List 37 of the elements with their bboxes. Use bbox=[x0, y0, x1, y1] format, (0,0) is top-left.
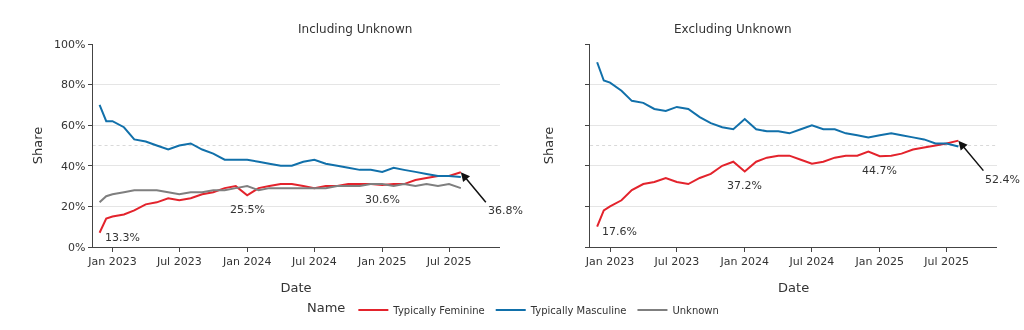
annotation: 44.7% bbox=[862, 164, 897, 177]
x-tick-label: Jan 2025 bbox=[357, 255, 407, 269]
annotation: 30.6% bbox=[365, 193, 400, 206]
x-tick-label: Jan 2023 bbox=[584, 255, 635, 269]
line-series bbox=[98, 183, 462, 204]
x-tick-label: Jul 2025 bbox=[425, 255, 472, 269]
legend-label: Typically Feminine bbox=[392, 304, 485, 316]
x-tick-label: Jan 2024 bbox=[719, 255, 769, 269]
x-tick-label: Jul 2024 bbox=[788, 255, 835, 269]
y-axis-title: Share bbox=[29, 126, 45, 165]
x-tick-label: Jan 2025 bbox=[854, 255, 905, 269]
x-tick-label: Jul 2024 bbox=[290, 255, 337, 269]
y-tick-label: 20% bbox=[60, 200, 86, 214]
annotation: 25.5% bbox=[230, 203, 265, 216]
x-tick-label: Jan 2024 bbox=[221, 255, 272, 269]
legend-label: Unknown bbox=[672, 304, 719, 316]
annotation: 17.6% bbox=[602, 225, 637, 238]
x-tick-label: Jul 2023 bbox=[653, 255, 700, 269]
annotation: 36.8% bbox=[488, 204, 523, 217]
y-tick-label: 80% bbox=[60, 78, 86, 92]
chart-title: Excluding Unknown bbox=[674, 22, 792, 36]
x-tick-label: Jul 2025 bbox=[923, 255, 969, 269]
legend-title: Name bbox=[307, 300, 346, 316]
y-axis-title: Share bbox=[541, 126, 557, 165]
y-tick-label: 100% bbox=[53, 37, 86, 51]
annotation: 37.2% bbox=[727, 179, 762, 192]
x-axis-title: Date bbox=[280, 279, 312, 295]
legend-label: Typically Masculine bbox=[529, 304, 627, 316]
x-tick-label: Jan 2023 bbox=[87, 255, 137, 269]
y-tick-label: 40% bbox=[60, 159, 86, 173]
x-axis-title: Date bbox=[778, 279, 810, 295]
annotation: 13.3% bbox=[105, 231, 140, 244]
y-tick-label: 60% bbox=[60, 119, 86, 133]
chart-title: Including Unknown bbox=[298, 22, 413, 36]
y-tick-label: 0% bbox=[67, 240, 86, 254]
annotation: 52.4% bbox=[985, 173, 1020, 186]
x-tick-label: Jul 2023 bbox=[155, 255, 202, 269]
